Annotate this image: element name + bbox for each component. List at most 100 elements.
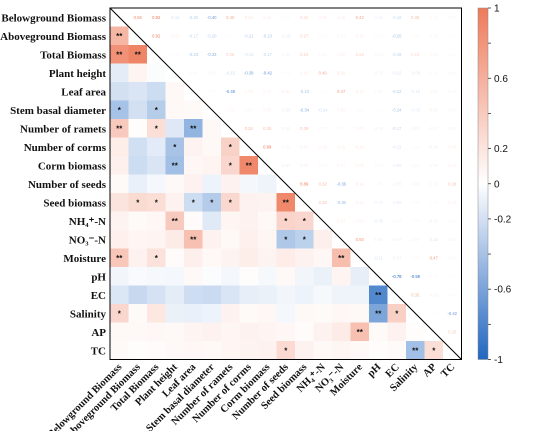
coefficient-label: 0.08 (430, 163, 439, 168)
coefficient-label: -0.17 (188, 33, 198, 38)
heatmap-cells (110, 26, 443, 360)
column-label: AP (421, 361, 439, 379)
heatmap-cell (295, 322, 314, 341)
heatmap-cell (350, 341, 369, 360)
row-label: NH₄⁺-N (69, 216, 106, 228)
significance-star: * (136, 198, 140, 207)
coefficient-label: 0.10 (282, 89, 291, 94)
coefficient-label: 0.09 (319, 15, 328, 20)
coefficient-label: 0.06 (411, 237, 420, 242)
heatmap-cell (128, 304, 147, 323)
significance-stars: **** *** *** * *** *** * *** * * * * **** * *** * *** * **… (116, 32, 436, 356)
heatmap-cell (184, 100, 203, 119)
heatmap-cell (276, 322, 295, 341)
coefficient-label: 0.07 (448, 237, 457, 242)
heatmap-cell (239, 174, 258, 193)
coefficient-label: 0.05 (448, 218, 457, 223)
coefficient-label: -0.08 (410, 107, 420, 112)
coefficient-label: -0.02 (373, 107, 383, 112)
heatmap-cell (147, 63, 166, 82)
coefficient-label: 0.05 (448, 255, 457, 260)
coefficient-label: 0.08 (374, 237, 383, 242)
coefficient-label: 0.05 (374, 89, 383, 94)
coefficient-label: -0.06 (392, 181, 402, 186)
heatmap-cell (110, 174, 129, 193)
significance-star: * (284, 346, 288, 355)
colorbar (477, 7, 489, 360)
heatmap-cell (369, 304, 388, 323)
heatmap-cell (184, 156, 203, 175)
significance-star: * (229, 143, 233, 152)
heatmap-cell (147, 193, 166, 212)
coefficient-label: 0.24 (300, 52, 309, 57)
coefficient-label: 0.05 (245, 107, 254, 112)
significance-star: ** (412, 346, 419, 355)
coefficient-label: 0.04 (448, 15, 457, 20)
heatmap-cell (313, 267, 332, 286)
heatmap-cell (276, 248, 295, 267)
heatmap-cell (202, 304, 221, 323)
coefficient-label: -0.23 (262, 33, 272, 38)
colorbar-tick-label: -1 (494, 355, 503, 366)
heatmap-cell (350, 322, 369, 341)
coefficient-label: 0.10 (411, 126, 420, 131)
heatmap-cell (128, 248, 147, 267)
heatmap-cell (184, 211, 203, 230)
heatmap-cell (165, 322, 184, 341)
heatmap-cell (221, 322, 240, 341)
significance-star: * (303, 217, 307, 226)
heatmap-cell (110, 82, 129, 101)
heatmap-cell (184, 119, 203, 138)
coefficient-label: 0.13 (356, 144, 365, 149)
heatmap-frame (109, 7, 462, 360)
significance-star: ** (338, 254, 345, 263)
heatmap-cell (221, 230, 240, 249)
coefficient-label: -0.20 (188, 15, 198, 20)
row-label: EC (91, 290, 106, 302)
coefficient-label: -0.19 (392, 52, 402, 57)
heatmap-cell (369, 322, 388, 341)
coefficient-label: 0.10 (356, 33, 365, 38)
coefficient-label: -0.23 (299, 89, 309, 94)
significance-star: ** (375, 309, 382, 318)
row-label: AP (91, 327, 106, 339)
heatmap-cell (147, 322, 166, 341)
coefficient-label: -0.09 (410, 70, 420, 75)
heatmap-cell (184, 304, 203, 323)
diagonal-line (109, 7, 462, 360)
coefficient-label: 0.92 (152, 33, 161, 38)
coefficient-label: -0.33 (207, 52, 217, 57)
heatmap-cell (221, 267, 240, 286)
significance-star: ** (190, 124, 197, 133)
heatmap-cell (276, 267, 295, 286)
heatmap-cell (276, 285, 295, 304)
coefficient-label: 0.10 (337, 107, 346, 112)
significance-star: ** (135, 50, 142, 59)
significance-star: ** (172, 161, 179, 170)
coefficient-label: 0.03 (448, 52, 457, 57)
heatmap-cell (128, 100, 147, 119)
heatmap-cell (202, 156, 221, 175)
coefficient-label: 0.11 (263, 15, 272, 20)
heatmap-cell (110, 304, 129, 323)
coefficient-label: 0.28 (448, 181, 457, 186)
coefficient-label: 0.11 (337, 144, 346, 149)
heatmap-cell (350, 267, 369, 286)
heatmap-cell (239, 267, 258, 286)
heatmap-cell (147, 211, 166, 230)
coefficient-label: 0.55 (134, 15, 143, 20)
coefficient-label: 0.06 (263, 89, 272, 94)
coefficient-label: -0.12 (170, 15, 180, 20)
heatmap-cell (239, 248, 258, 267)
heatmap-cell (295, 267, 314, 286)
coefficient-label: -0.36 (336, 181, 346, 186)
coefficient-label: -0.05 (410, 181, 420, 186)
coefficient-label: 0.30 (263, 126, 272, 131)
coefficient-label: -0.59 (410, 274, 420, 279)
heatmap-cell (295, 211, 314, 230)
row-label: NO₃⁻-N (69, 234, 106, 246)
coefficient-label: -0.16 (392, 15, 402, 20)
coefficient-label: 0.07 (448, 126, 457, 131)
coefficient-label: 0.08 (263, 107, 272, 112)
heatmap-cell (258, 248, 277, 267)
